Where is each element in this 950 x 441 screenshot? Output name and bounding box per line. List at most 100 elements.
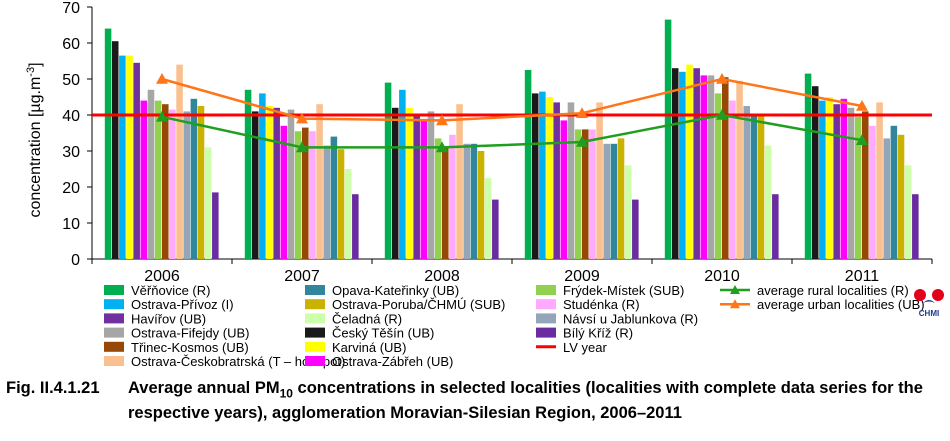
bar	[610, 143, 618, 259]
bar	[854, 116, 862, 259]
legend-label: Studénka (R)	[563, 297, 640, 312]
bar	[897, 134, 905, 259]
line-marker	[576, 136, 588, 147]
bar	[147, 89, 155, 259]
bar	[804, 73, 812, 259]
bar	[391, 107, 399, 259]
bar	[560, 120, 568, 260]
line-marker	[436, 141, 448, 153]
average-lines	[156, 73, 868, 153]
bar	[413, 115, 420, 259]
bar	[757, 115, 765, 259]
bar	[700, 75, 708, 260]
y-tick-label: 60	[62, 36, 80, 53]
bar	[344, 169, 352, 259]
bar	[707, 75, 715, 260]
bar	[259, 93, 266, 260]
bar	[140, 100, 148, 259]
line-marker	[296, 112, 308, 124]
bar	[826, 97, 833, 259]
bar	[323, 145, 330, 259]
legend-label: Třinec-Kosmos (UB)	[131, 340, 249, 355]
bar	[890, 125, 898, 259]
bar	[664, 19, 672, 259]
legend: Věřňovice (R)Ostrava-Přívoz (I)Havířov (…	[104, 283, 925, 369]
bar	[273, 107, 280, 259]
bar	[154, 100, 162, 259]
bar	[632, 199, 639, 259]
x-tick-label: 2007	[284, 268, 320, 285]
legend-label: average rural localities (R)	[757, 283, 909, 298]
legend-swatch	[536, 313, 556, 324]
legend-label: Ostrava-Zábřeh (UB)	[332, 354, 453, 369]
series-line	[161, 113, 863, 149]
bar	[772, 194, 779, 259]
y-tick-label: 70	[62, 0, 80, 17]
bar	[589, 129, 596, 259]
bar	[484, 178, 492, 259]
x-axis: 2006 2007 2008 2009 2010 2011	[91, 258, 933, 285]
bar	[686, 64, 693, 259]
bar	[531, 93, 539, 260]
bar	[671, 68, 679, 259]
bar	[847, 107, 855, 259]
chmi-logo: CHMI	[914, 289, 944, 318]
legend-label: Český Těšín (UB)	[332, 326, 434, 341]
bar	[183, 111, 190, 260]
bar	[904, 165, 912, 259]
legend-swatch	[305, 327, 325, 338]
bar	[287, 109, 295, 259]
legend-swatch	[305, 356, 325, 366]
y-tick-label: 50	[62, 72, 80, 89]
line-marker	[856, 100, 868, 111]
y-tick-label: 40	[62, 108, 80, 125]
bar	[190, 98, 198, 259]
bar	[603, 143, 610, 259]
bar	[111, 41, 119, 260]
bar	[617, 138, 625, 259]
bar	[574, 129, 582, 259]
legend-label: Bílý Kříž (R)	[563, 326, 633, 341]
legend-label: Ostrava-Přívoz (I)	[131, 297, 234, 312]
y-tick-label: 10	[62, 216, 80, 233]
legend-swatch	[104, 341, 124, 352]
bar	[862, 111, 869, 260]
bar	[553, 102, 560, 260]
legend-label: Čeladná (R)	[332, 311, 402, 326]
bar	[302, 127, 309, 259]
legend-swatch	[536, 327, 556, 338]
logo-text: CHMI	[919, 309, 939, 318]
line-marker	[716, 73, 728, 84]
bar	[693, 68, 700, 259]
bar	[477, 151, 485, 259]
bar	[251, 111, 259, 260]
bar	[133, 62, 140, 259]
x-tick-label: 2009	[564, 268, 600, 285]
bar	[492, 199, 499, 259]
bar	[169, 109, 176, 259]
bar	[280, 125, 288, 259]
bar	[337, 149, 345, 259]
bar	[840, 98, 848, 259]
legend-swatch	[305, 285, 325, 295]
bar	[714, 93, 722, 260]
bar	[819, 100, 826, 259]
legend-swatch	[104, 285, 124, 295]
legend-label: Frýdek-Místek (SUB)	[563, 283, 684, 298]
bar	[456, 104, 463, 259]
line-marker	[296, 141, 308, 153]
bar-group	[104, 19, 919, 260]
legend-swatch	[104, 356, 124, 366]
bar	[539, 91, 546, 259]
line-marker	[716, 109, 728, 120]
x-tick-label: 2010	[704, 268, 740, 285]
bar	[406, 107, 413, 259]
figure-caption: Fig. II.4.1.21 Average annual PM10 concen…	[6, 378, 946, 423]
bar	[384, 82, 392, 259]
bar	[266, 106, 273, 259]
bar	[764, 145, 772, 259]
legend-swatch	[104, 327, 124, 338]
legend-swatch	[104, 299, 124, 310]
bar	[567, 102, 575, 260]
bar	[679, 71, 686, 259]
